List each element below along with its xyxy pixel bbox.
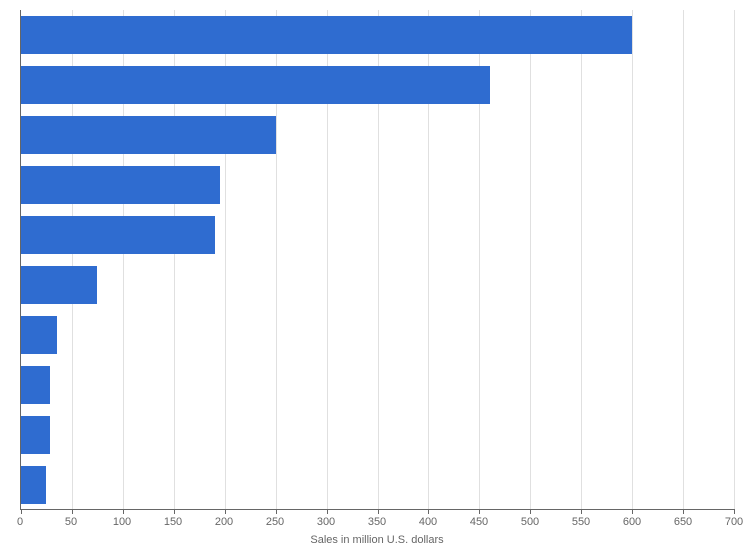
- gridline: [734, 10, 735, 509]
- x-tick-mark: [581, 509, 582, 514]
- x-tick-label: 400: [419, 516, 437, 528]
- x-tick-mark: [21, 509, 22, 514]
- bar: [21, 466, 46, 504]
- x-axis-title: Sales in million U.S. dollars: [310, 534, 443, 546]
- x-tick-mark: [530, 509, 531, 514]
- x-tick-mark: [378, 509, 379, 514]
- x-tick-label: 100: [113, 516, 131, 528]
- x-tick-label: 250: [266, 516, 284, 528]
- chart-container: 0 50 100 150 200 250 300 350 400 450 500 550 600 650 7…: [0, 0, 754, 560]
- bar: [21, 316, 57, 354]
- gridline: [683, 10, 684, 509]
- x-tick-mark: [174, 509, 175, 514]
- x-tick-mark: [428, 509, 429, 514]
- bar: [21, 116, 276, 154]
- x-tick-label: 650: [674, 516, 692, 528]
- bar: [21, 16, 632, 54]
- x-tick-label: 200: [215, 516, 233, 528]
- x-tick-label: 550: [572, 516, 590, 528]
- gridline: [632, 10, 633, 509]
- bar: [21, 416, 50, 454]
- x-tick-label: 450: [470, 516, 488, 528]
- x-tick-label: 150: [164, 516, 182, 528]
- plot-area: [20, 10, 734, 510]
- bar: [21, 266, 97, 304]
- bar: [21, 366, 50, 404]
- x-tick-label: 300: [317, 516, 335, 528]
- x-tick-label: 50: [65, 516, 77, 528]
- x-tick-mark: [72, 509, 73, 514]
- x-tick-mark: [734, 509, 735, 514]
- x-tick-mark: [479, 509, 480, 514]
- x-tick-mark: [327, 509, 328, 514]
- x-tick-mark: [123, 509, 124, 514]
- x-tick-mark: [276, 509, 277, 514]
- bar: [21, 166, 220, 204]
- x-tick-label: 0: [17, 516, 23, 528]
- gridline: [530, 10, 531, 509]
- bar: [21, 216, 215, 254]
- x-tick-label: 500: [521, 516, 539, 528]
- x-tick-mark: [632, 509, 633, 514]
- gridline: [581, 10, 582, 509]
- x-tick-mark: [683, 509, 684, 514]
- x-tick-mark: [225, 509, 226, 514]
- bar: [21, 66, 490, 104]
- x-tick-label: 600: [623, 516, 641, 528]
- x-tick-label: 350: [368, 516, 386, 528]
- x-tick-label: 700: [725, 516, 743, 528]
